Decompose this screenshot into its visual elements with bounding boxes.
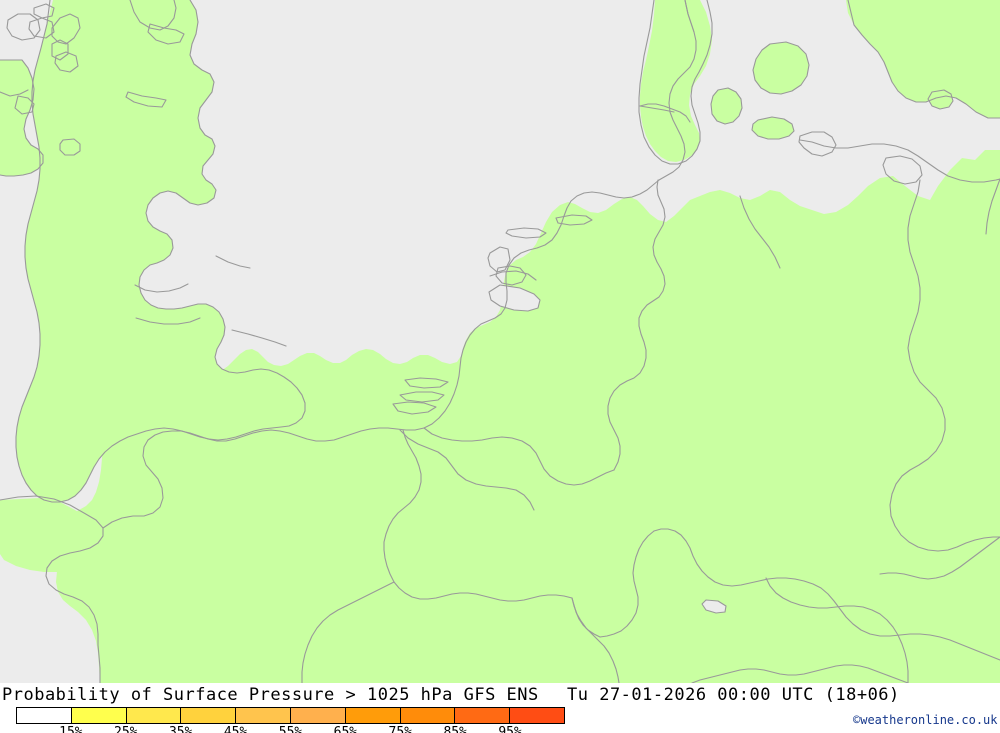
land-denmark-fyn [711,88,742,124]
border-ireland-uk [0,89,29,97]
colorbar-tick: 25% [114,725,138,733]
border-germany-denmark [639,103,691,123]
forecast-run-timestamp: Tu 27-01-2026 00:00 UTC (18+06) [567,685,900,705]
border-czechia-austria [765,577,909,683]
colorbar-tick: 35% [168,725,193,733]
coast-ireland [0,59,44,177]
islands-frisian-b [555,214,593,226]
coast-denmark-west [638,0,713,165]
coast-continental [0,495,104,683]
colorbar-segment [181,708,237,723]
coast-firth-of-forth [125,91,167,108]
coast-normandy-cotentin [102,430,254,529]
islands-texel [487,246,511,273]
coast-denmark-zealand [752,41,810,95]
coast-ruegen [798,131,837,157]
coast-isle-of-man [59,138,81,156]
border-netherlands-germany [607,179,666,471]
ijsselmeer-dyke [489,270,537,281]
border-switzerland-italy [571,597,620,683]
colorbar-tick: 95% [498,725,522,733]
colorbar-tick-labels: 15% 25% 35% 45% 55% 65% 75% 85% 95% [16,725,565,733]
colorbar-segments [16,707,565,724]
border-switzerland-france [301,581,395,683]
colorbar-segment [290,708,346,723]
coast-scottish-islands-b [28,17,55,39]
colorbar-segment [455,708,511,723]
lake-constance [702,600,726,613]
border-germany-austria [599,530,655,638]
coast-denmark-lolland [751,116,795,140]
land-great-britain [16,0,305,502]
land-isle-of-man [60,139,80,155]
coast-usedom [882,155,923,185]
coast-hebrides [51,13,81,45]
colorbar-tick: 65% [333,725,358,733]
footer-panel: Probability of Surface Pressure > 1025 h… [0,683,1000,733]
border-france-germany [383,429,422,583]
coast-schleswig-inner [639,105,675,113]
map-canvas[interactable] [0,0,1000,683]
colorbar-segment [126,708,182,723]
land-sweden-scania [846,0,1000,118]
coast-moray-firth [147,23,185,45]
coast-scottish-islands-c [33,3,55,19]
colorbar-segment [17,708,72,723]
colorbar-segment [400,708,456,723]
coast-great-britain [15,0,306,503]
border-france-belgium [399,429,535,511]
map-outlines [0,0,1000,683]
zeeland-delta-c [392,401,437,415]
zeeland-delta-a [404,377,449,389]
colorbar-segment [510,708,564,723]
land-continental-europe [56,150,1000,683]
border-belgium-netherlands [423,427,615,486]
coast-bornholm [927,89,954,110]
colorbar-tick: 75% [388,725,413,733]
river-elbe [739,195,781,269]
border-poland-czechia [879,536,1000,580]
coast-scottish-islands-a [6,13,41,41]
lake-constance-outline [701,599,727,614]
netherlands-flevoland [495,265,527,286]
border-germany-switzerland [393,581,573,602]
coast-denmark-fyn [710,87,743,125]
probability-colorbar: 15% 25% 35% 45% 55% 65% 75% 85% 95% [16,707,565,733]
colorbar-tick: 15% [59,725,83,733]
map-geometry [0,0,1000,683]
border-germany-czechia [653,528,1000,661]
coast-thames-estuary [231,329,287,347]
coast-picardy-belgium [252,357,462,442]
coast-baltic-south [799,139,1000,183]
land-bornholm [928,90,953,109]
coast-scotland-north [129,0,177,31]
coast-the-wash [215,255,251,269]
border-poland-east [985,178,1000,235]
coast-wales [134,283,189,293]
coast-firth-of-clyde [51,39,69,61]
border-germany-poland [889,179,1000,552]
product-title: Probability of Surface Pressure > 1025 h… [2,685,539,705]
colorbar-tick: 85% [443,725,467,733]
colorbar-tick: 55% [278,725,303,733]
colorbar-segment [345,708,401,723]
border-austria-italy [691,664,909,683]
land-denmark-zealand [753,42,809,94]
land-brittany [0,498,100,572]
coast-sweden-scania [847,0,1000,119]
land-denmark-lolland [752,117,794,139]
copyright-notice: ©weatheronline.co.uk [853,713,998,727]
coast-netherlands [460,179,660,359]
land-polygons [0,0,1000,683]
coast-baltic-germany-poland [684,0,695,33]
colorbar-tick: 45% [223,725,248,733]
lake-ijsselmeer-outline [488,284,541,312]
islands-frisian-a [505,227,547,239]
zeeland-delta-b [399,391,445,403]
coast-ireland-inlet [14,95,35,115]
colorbar-segment [236,708,291,723]
coast-bristol-channel [135,317,201,325]
colorbar-segment [71,708,127,723]
